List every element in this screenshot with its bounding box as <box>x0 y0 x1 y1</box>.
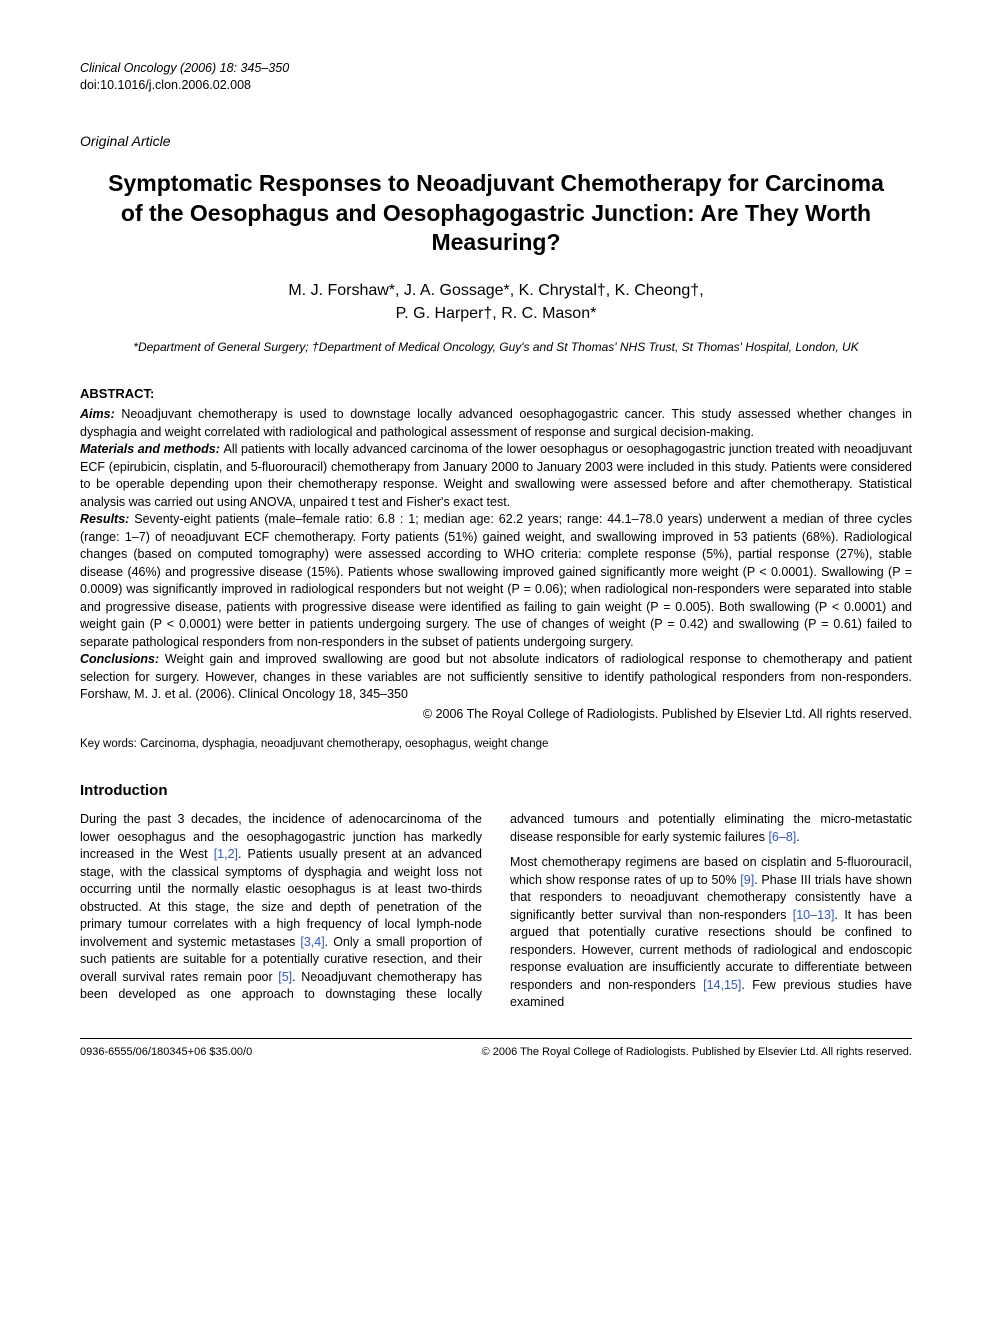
keywords-text: Carcinoma, dysphagia, neoadjuvant chemot… <box>140 738 548 750</box>
abstract-block: ABSTRACT: Aims: Neoadjuvant chemotherapy… <box>80 385 912 723</box>
intro-para-2: Most chemotherapy regimens are based on … <box>510 854 912 1012</box>
methods-label: Materials and methods: <box>80 442 223 456</box>
article-title: Symptomatic Responses to Neoadjuvant Che… <box>100 169 892 259</box>
ref-link[interactable]: [3,4] <box>300 935 324 949</box>
ref-link[interactable]: [10–13] <box>793 908 835 922</box>
abstract-conclusions: Conclusions: Weight gain and improved sw… <box>80 651 912 704</box>
footer-right: © 2006 The Royal College of Radiologists… <box>482 1045 912 1060</box>
ref-link[interactable]: [9] <box>740 873 754 887</box>
ref-link[interactable]: [1,2] <box>214 847 238 861</box>
abstract-copyright: © 2006 The Royal College of Radiologists… <box>80 706 912 724</box>
introduction-body: During the past 3 decades, the incidence… <box>80 811 912 1012</box>
abstract-results: Results: Seventy-eight patients (male–fe… <box>80 511 912 651</box>
keywords-label: Key words: <box>80 738 140 750</box>
aims-text: Neoadjuvant chemotherapy is used to down… <box>80 407 912 439</box>
authors-line-2: P. G. Harper†, R. C. Mason* <box>396 305 597 322</box>
results-label: Results: <box>80 512 134 526</box>
results-text: Seventy-eight patients (male–female rati… <box>80 512 912 649</box>
ref-link[interactable]: [6–8] <box>768 830 796 844</box>
abstract-aims: Aims: Neoadjuvant chemotherapy is used t… <box>80 406 912 441</box>
intro-p1e: . <box>796 830 799 844</box>
ref-link[interactable]: [5] <box>278 970 292 984</box>
doi: doi:10.1016/j.clon.2006.02.008 <box>80 77 912 94</box>
introduction-heading: Introduction <box>80 781 912 801</box>
ref-link[interactable]: [14,15] <box>703 978 741 992</box>
article-type: Original Article <box>80 132 912 151</box>
abstract-methods: Materials and methods: All patients with… <box>80 441 912 511</box>
conclusions-text: Weight gain and improved swallowing are … <box>80 652 912 701</box>
aims-label: Aims: <box>80 407 121 421</box>
journal-citation: Clinical Oncology (2006) 18: 345–350 <box>80 60 912 77</box>
authors-line-1: M. J. Forshaw*, J. A. Gossage*, K. Chrys… <box>288 282 703 299</box>
conclusions-label: Conclusions: <box>80 652 165 666</box>
intro-p1b: . Patients usually present at an advance… <box>80 847 482 949</box>
footer-left: 0936-6555/06/180345+06 $35.00/0 <box>80 1045 252 1060</box>
page-footer: 0936-6555/06/180345+06 $35.00/0 © 2006 T… <box>80 1045 912 1060</box>
abstract-heading: ABSTRACT: <box>80 385 912 403</box>
affiliations: *Department of General Surgery; †Departm… <box>120 339 872 355</box>
footer-rule <box>80 1038 912 1039</box>
keywords-line: Key words: Carcinoma, dysphagia, neoadju… <box>80 737 912 753</box>
authors: M. J. Forshaw*, J. A. Gossage*, K. Chrys… <box>80 280 912 325</box>
